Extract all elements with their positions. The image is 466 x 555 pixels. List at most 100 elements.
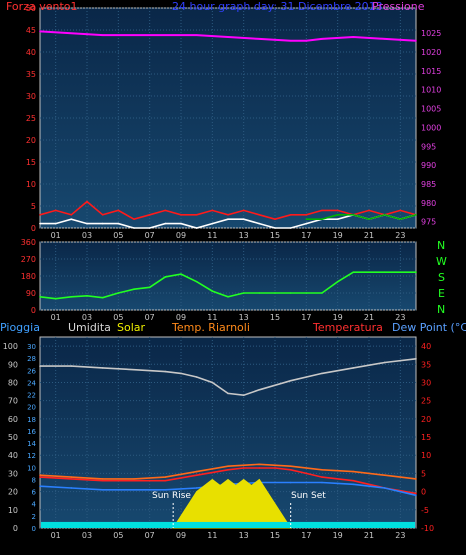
panel-1-point-forza-vento1-17 xyxy=(305,214,308,216)
panel-1-ytick-10: 10 xyxy=(26,180,36,189)
panel-3-ytick-10: 10 xyxy=(8,506,18,515)
panel-1-point-series-3-4 xyxy=(368,218,370,220)
panel-2-point-series-0-15 xyxy=(274,292,276,294)
panel-2-point-series-0-17 xyxy=(305,292,308,294)
panel-2-xtick-21: 21 xyxy=(364,313,374,322)
panel-1-ytick-15: 15 xyxy=(26,158,36,167)
panel-3-point-temperatura-7 xyxy=(242,467,245,469)
panel-3-point-temperatura-12 xyxy=(321,476,323,478)
chart-title: 24 hour graph day: 31 Dicembre 2013 xyxy=(172,0,383,13)
dew-point-legend-label: Dew Point (°C) xyxy=(392,321,466,334)
panel-3-point-temperatura-0 xyxy=(39,476,41,478)
panel-3-point-temperatura-10 xyxy=(289,468,292,471)
dir-letter-n-top: N xyxy=(437,239,446,252)
panel-1-xtick-13: 13 xyxy=(239,231,249,240)
panel-1-point-series-2-6 xyxy=(133,227,135,229)
panel-3-xtick-21: 21 xyxy=(364,531,374,540)
panel-2-ytick-270: 270 xyxy=(21,255,36,264)
panel-3-rain-bar xyxy=(41,521,415,528)
panel-2-point-series-0-2 xyxy=(70,295,73,298)
panel-1-xtick-17: 17 xyxy=(301,231,311,240)
panel-3-inner-tick-28: 28 xyxy=(27,355,36,363)
panel-2-point-series-0-5 xyxy=(117,292,120,294)
dir-letter-s: S xyxy=(438,271,445,284)
panel-3-rtick-30: 30 xyxy=(421,378,431,387)
panel-1-point-forza-vento1-23 xyxy=(399,209,402,212)
panel-1-point-pressione-7 xyxy=(258,38,261,40)
panel-1-point-series-3-5 xyxy=(383,214,386,216)
panel-1-ytick-20: 20 xyxy=(26,136,36,145)
panel-3-point-dew-point-c-10 xyxy=(352,483,355,486)
panel-3-point-dew-point-c-1 xyxy=(70,487,73,489)
panel-3-point-temp-riarnoli-12 xyxy=(415,478,417,480)
panel-1-xtick-15: 15 xyxy=(270,231,280,240)
panel-3-rtick--10: -10 xyxy=(421,524,434,533)
panel-3-point-temperatura-13 xyxy=(352,479,355,482)
panel-2-xtick-23: 23 xyxy=(395,313,405,322)
panel-2-point-series-0-19 xyxy=(336,280,339,283)
panel-2-xtick-03: 03 xyxy=(82,313,92,322)
panel-3-xtick-07: 07 xyxy=(145,531,155,540)
humidity-legend-label: Umidita xyxy=(68,321,111,334)
panel-2-ytick-180: 180 xyxy=(21,272,36,281)
sunrise-label: Sun Rise xyxy=(152,491,191,501)
panel-1-point-forza-vento1-3 xyxy=(86,200,88,203)
pressure-legend-label: Pressione xyxy=(372,0,425,13)
panel-3-inner-tick-8: 8 xyxy=(32,476,36,484)
panel-1-ytick-40: 40 xyxy=(26,48,36,57)
panel-1-point-forza-vento1-2 xyxy=(70,214,73,216)
panel-2-xtick-13: 13 xyxy=(239,313,249,322)
panel-2-xtick-19: 19 xyxy=(333,313,343,322)
panel-3-rtick-15: 15 xyxy=(421,433,431,442)
panel-1-point-series-2-12 xyxy=(227,218,229,220)
panel-3-xtick-19: 19 xyxy=(333,531,343,540)
panel-3-point-umidita-14 xyxy=(383,361,386,364)
panel-2-point-series-0-10 xyxy=(195,280,198,283)
panel-3-point-temperatura-9 xyxy=(274,467,276,469)
panel-3-point-umidita-7 xyxy=(211,381,214,384)
panel-1-rtick-975: 975 xyxy=(421,218,436,227)
panel-1-point-series-2-8 xyxy=(164,222,167,225)
panel-2-ytick-90: 90 xyxy=(26,289,36,298)
panel-1-point-series-3-7 xyxy=(415,214,417,216)
panel-1-point-series-2-4 xyxy=(101,222,104,225)
panel-3-point-umidita-15 xyxy=(415,358,417,360)
panel-2-point-series-0-14 xyxy=(258,292,261,294)
panel-3-rtick-35: 35 xyxy=(421,360,431,369)
panel-1-point-forza-vento1-14 xyxy=(258,214,261,216)
panel-1-point-series-2-17 xyxy=(305,222,308,225)
panel-1-point-series-2-0 xyxy=(39,222,41,225)
panel-3-inner-tick-0: 0 xyxy=(32,525,36,533)
panel-1-xtick-07: 07 xyxy=(145,231,155,240)
panel-1-point-series-2-19 xyxy=(336,218,339,220)
panel-3-inner-tick-6: 6 xyxy=(32,489,37,497)
panel-3-xtick-03: 03 xyxy=(82,531,92,540)
panel-1-rtick-1025: 1025 xyxy=(421,29,441,38)
panel-3-xtick-15: 15 xyxy=(270,531,280,540)
panel-3-ytick-80: 80 xyxy=(8,378,18,387)
panel-3-xtick-11: 11 xyxy=(207,531,217,540)
panel-2-point-series-0-9 xyxy=(180,273,182,275)
panel-1-point-pressione-12 xyxy=(383,38,386,40)
panel-3-inner-tick-18: 18 xyxy=(27,416,36,424)
panel-3-point-temperatura-11 xyxy=(305,472,308,475)
panel-3-line-umidita xyxy=(40,358,417,397)
panel-3-ytick-70: 70 xyxy=(8,397,18,406)
panel-3-point-umidita-10 xyxy=(258,388,261,391)
panel-3-ytick-60: 60 xyxy=(8,415,18,424)
panel-1-point-series-2-10 xyxy=(195,227,198,229)
panel-3-point-umidita-11 xyxy=(289,379,292,382)
panel-1-point-series-2-15 xyxy=(274,227,276,229)
panel-1-point-pressione-8 xyxy=(289,39,292,42)
panel-3-rtick-10: 10 xyxy=(421,451,431,460)
panel-3-inner-tick-2: 2 xyxy=(32,513,36,521)
wind-legend-label: Forza vento1 xyxy=(6,0,78,13)
panel-2-point-series-0-1 xyxy=(54,297,57,300)
panel-1-ytick-25: 25 xyxy=(26,114,36,123)
panel-3-ytick-100: 100 xyxy=(3,342,18,351)
panel-2-xtick-09: 09 xyxy=(176,313,186,322)
panel-2-point-series-0-7 xyxy=(148,286,151,289)
panel-1-point-forza-vento1-18 xyxy=(321,209,323,212)
panel-1-rtick-1015: 1015 xyxy=(421,67,441,76)
